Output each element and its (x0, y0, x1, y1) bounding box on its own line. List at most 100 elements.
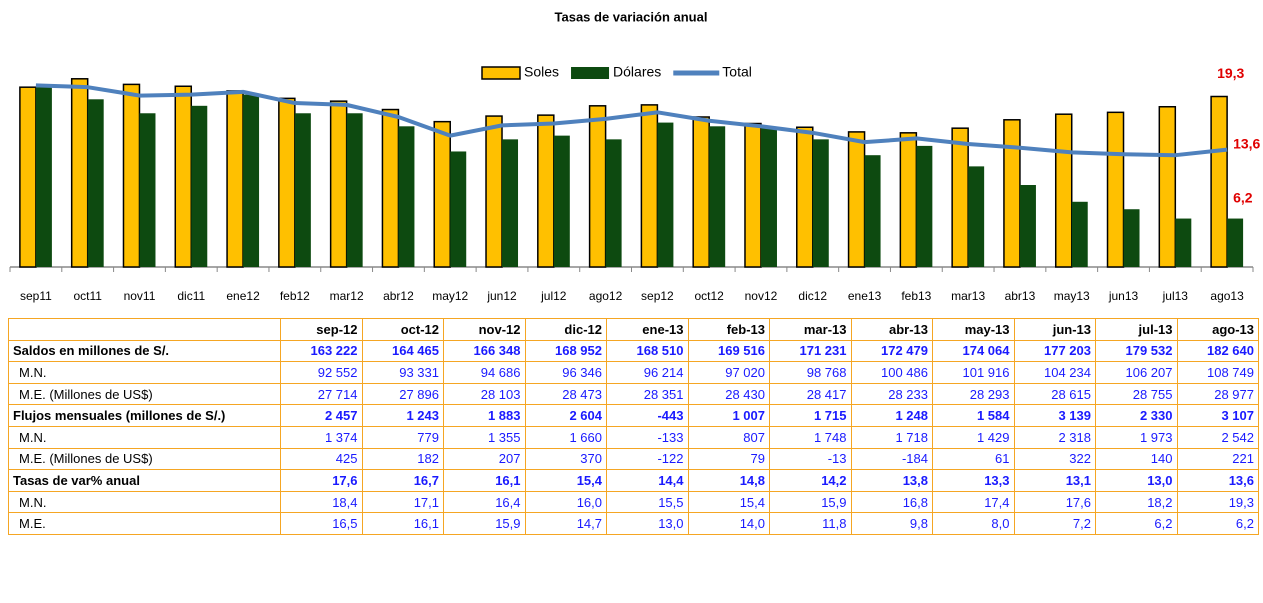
bar (226, 90, 244, 268)
data-table: sep-12 oct-12 nov-12 dic-12 ene-13 feb-13 mar-… (8, 318, 1259, 535)
cell: 98 768 (769, 361, 852, 384)
cell: 27 714 (280, 382, 363, 406)
cell: 207 (443, 447, 526, 471)
cell: 166 348 (443, 339, 526, 363)
cell: 163 222 (280, 339, 363, 363)
row-label: Saldos en millones de S/. (8, 339, 281, 363)
cell: -184 (850, 447, 933, 471)
cell: 28 755 (1095, 382, 1178, 406)
legend-swatch (481, 66, 521, 80)
cell: 182 (361, 447, 444, 471)
cell: 2 330 (1095, 404, 1178, 427)
header-cell: sep-12 (280, 318, 363, 341)
bar (1227, 218, 1244, 267)
cell: 15,9 (769, 490, 852, 514)
table-row: Saldos en millones de S/. 163 222 164 465 1… (8, 339, 1259, 363)
cell: 28 417 (769, 382, 852, 406)
table-row: Flujos mensuales (millones de S/.) 2 457 1… (8, 404, 1259, 427)
cell: 13,1 (1013, 469, 1096, 492)
cell: 11,8 (769, 512, 852, 535)
bar (174, 85, 193, 268)
bar (709, 126, 726, 267)
bar (450, 151, 467, 267)
cell: 28 615 (1013, 382, 1096, 406)
bar (1071, 201, 1088, 267)
cell: 17,1 (361, 490, 444, 514)
x-tick-label: abr13 (1005, 289, 1036, 303)
cell: 79 (687, 447, 770, 471)
bar (899, 132, 918, 268)
bar (502, 139, 519, 267)
cell: 1 429 (932, 425, 1015, 449)
cell: -122 (606, 447, 689, 471)
cell: 322 (1013, 447, 1096, 471)
cell: 2 604 (524, 404, 607, 427)
x-tick-label: oct12 (695, 289, 725, 303)
cell: -443 (606, 404, 689, 427)
bar (433, 120, 451, 268)
cell: 17,6 (280, 469, 363, 492)
legend-label: Total (722, 64, 752, 80)
legend-swatch (571, 67, 610, 79)
bar (122, 83, 141, 268)
cell: 27 896 (361, 382, 444, 406)
bar (968, 166, 985, 267)
bar (847, 131, 866, 268)
cell: 1 748 (769, 425, 852, 449)
cell: 94 686 (443, 361, 526, 384)
row-label: M.N. (8, 425, 281, 449)
cell: 1 660 (524, 425, 607, 449)
bar (744, 122, 762, 268)
header-cell: nov-12 (443, 318, 526, 341)
bar (1106, 111, 1125, 268)
table-row: M.N. 18,4 17,1 16,4 16,0 15,5 15,4 15,9 16,8 17,4… (8, 490, 1259, 514)
row-label: M.E. (8, 512, 281, 535)
cell: 1 355 (443, 425, 526, 449)
cell: 14,8 (687, 469, 770, 492)
cell: 177 203 (1013, 339, 1096, 363)
cell: 2 318 (1013, 425, 1096, 449)
cell: 93 331 (361, 361, 444, 384)
cell: 3 107 (1176, 404, 1259, 427)
bar (35, 87, 52, 268)
cell: 19,3 (1176, 490, 1259, 514)
table-row: M.E. (Millones de US$) 27 714 27 896 28 103… (8, 382, 1259, 406)
row-label: M.N. (8, 361, 281, 384)
header-cell: feb-13 (687, 318, 770, 341)
cell: 14,0 (687, 512, 770, 535)
bar (1175, 218, 1192, 267)
x-tick-label: ago12 (589, 289, 623, 303)
data-label: 19,3 (1217, 65, 1244, 81)
bar (381, 108, 400, 268)
x-tick-label: dic11 (177, 289, 205, 303)
bar (278, 97, 296, 268)
x-tick-label: ago13 (1210, 289, 1244, 303)
cell: 182 640 (1176, 339, 1259, 363)
data-label: 6,2 (1233, 189, 1253, 205)
cell: 2 457 (280, 404, 363, 427)
header-cell: jul-13 (1095, 318, 1178, 341)
cell: 16,5 (280, 512, 363, 535)
bar (605, 139, 622, 267)
row-label: M.E. (Millones de US$) (8, 382, 281, 406)
cell: 9,8 (850, 512, 933, 535)
cell: 13,0 (606, 512, 689, 535)
cell: 28 233 (850, 382, 933, 406)
cell: 16,7 (361, 469, 444, 492)
cell: 1 007 (687, 404, 770, 427)
cell: 1 374 (280, 425, 363, 449)
header-cell: oct-12 (361, 318, 444, 341)
cell: -133 (606, 425, 689, 449)
bar (485, 115, 503, 268)
cell: 8,0 (932, 512, 1015, 535)
cell: 15,9 (443, 512, 526, 535)
legend-label: Dólares (613, 64, 661, 80)
cell: 13,6 (1176, 469, 1259, 492)
cell: 14,2 (769, 469, 852, 492)
row-label: Flujos mensuales (millones de S/.) (8, 404, 281, 427)
bar (139, 113, 156, 267)
cell: 1 584 (932, 404, 1015, 427)
cell: 16,4 (443, 490, 526, 514)
cell: 97 020 (687, 361, 770, 384)
cell: 164 465 (361, 339, 444, 363)
